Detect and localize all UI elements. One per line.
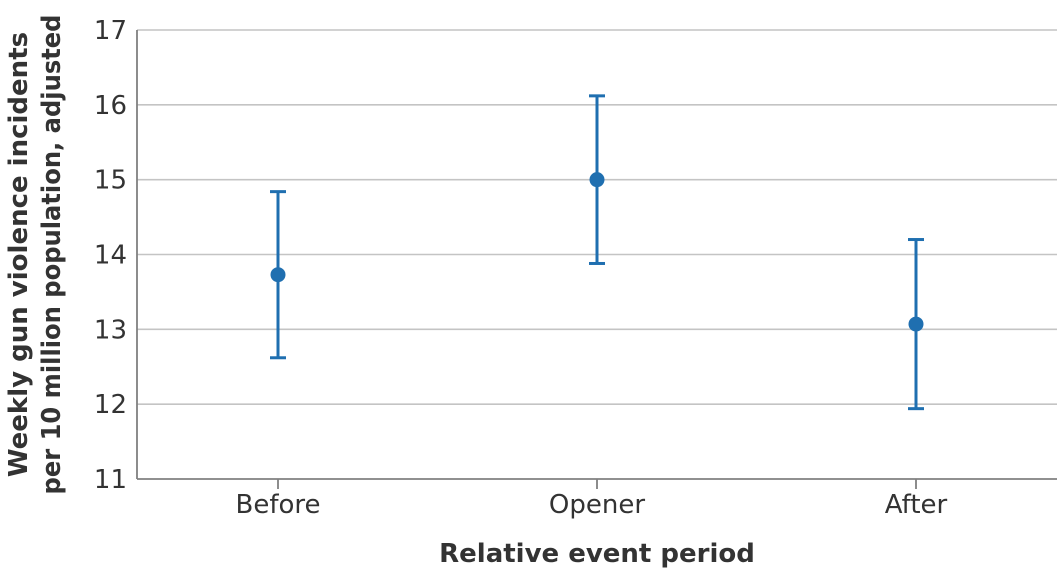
y-tick-label: 11: [94, 465, 127, 495]
y-tick-label: 17: [94, 16, 127, 46]
x-tick-label: After: [885, 490, 948, 520]
y-tick-labels: 11 12 13 14 15 16 17: [94, 16, 127, 495]
y-tick-label: 14: [94, 241, 127, 271]
y-tick-label: 16: [94, 91, 127, 121]
y-axis-title-line2: per 10 million population, adjusted: [37, 15, 67, 495]
y-tick-label: 15: [94, 166, 127, 196]
data-point: [908, 316, 924, 332]
x-tick-label: Opener: [549, 490, 645, 520]
x-axis-title: Relative event period: [439, 539, 755, 569]
y-tick-label: 13: [94, 315, 127, 345]
x-tick-label: Before: [235, 490, 320, 520]
data-point: [589, 172, 605, 188]
y-tick-label: 12: [94, 390, 127, 420]
data-marks: [270, 94, 924, 411]
y-axis-title-line1: Weekly gun violence incidents: [4, 32, 34, 477]
x-tick-labels: Before Opener After: [235, 479, 948, 520]
data-point: [270, 267, 286, 283]
